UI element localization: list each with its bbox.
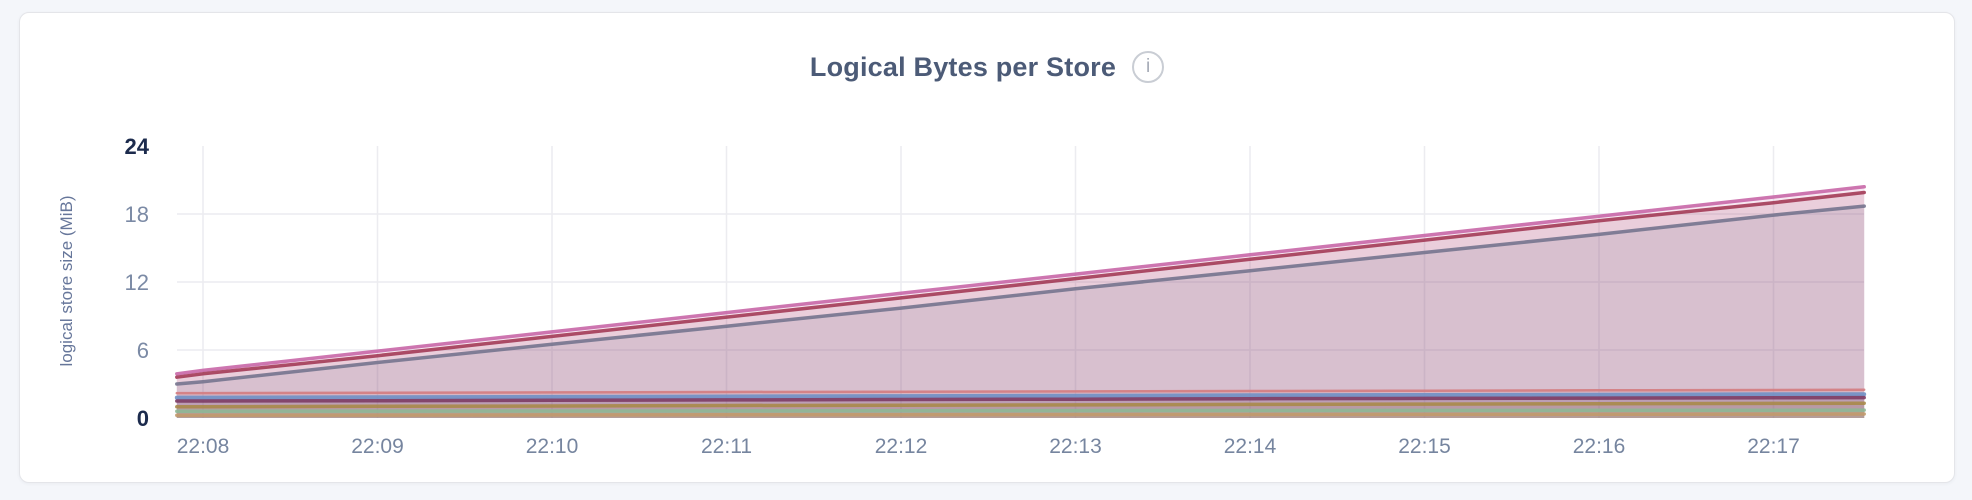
line-store-6 bbox=[175, 395, 1866, 403]
chart-title: Logical Bytes per Store bbox=[809, 51, 1117, 82]
line-store-1 bbox=[175, 185, 1866, 376]
info-icon-glyph: i bbox=[1145, 56, 1151, 77]
x-tick-label: 22:17 bbox=[1747, 435, 1800, 458]
x-tick-label: 22:10 bbox=[526, 435, 579, 458]
x-tick-label: 22:08 bbox=[177, 435, 230, 458]
x-tick-label: 22:13 bbox=[1049, 435, 1102, 458]
x-tick-label: 22:12 bbox=[875, 435, 928, 458]
line-store-4 bbox=[175, 388, 1866, 395]
metric-chart-card: Logical Bytes per Store i logical store … bbox=[19, 12, 1955, 483]
area-store-2 bbox=[176, 192, 1865, 418]
line-store-5 bbox=[174, 392, 1867, 400]
x-axis-ticks: 22:08 22:09 22:10 22:11 22:12 22:13 22:14 22:15… bbox=[177, 435, 1800, 458]
x-tick-label: 22:09 bbox=[351, 435, 404, 458]
line-store-7 bbox=[175, 401, 1866, 409]
area-store-1 bbox=[176, 186, 1865, 418]
y-tick-label: 24 bbox=[125, 134, 150, 159]
x-tick-label: 22:16 bbox=[1573, 435, 1626, 458]
y-tick-label: 18 bbox=[125, 202, 149, 227]
series-group bbox=[174, 185, 1867, 418]
y-tick-label: 12 bbox=[125, 270, 149, 295]
x-tick-label: 22:11 bbox=[701, 435, 752, 458]
line-store-8 bbox=[175, 408, 1866, 413]
gridlines bbox=[177, 146, 1864, 418]
area-store-3 bbox=[176, 206, 1865, 418]
y-tick-label: 6 bbox=[137, 338, 149, 363]
chart-plot-area: 0 6 12 18 24 22:08 22:09 22:10 22:11 22:12 22:13 22… bbox=[31, 101, 1931, 481]
info-icon[interactable]: i bbox=[1132, 51, 1165, 83]
x-tick-label: 22:15 bbox=[1398, 435, 1451, 458]
chart-header: Logical Bytes per Store i bbox=[20, 51, 1954, 83]
x-tick-label: 22:14 bbox=[1224, 435, 1277, 458]
line-store-2 bbox=[175, 190, 1866, 379]
line-store-3 bbox=[175, 204, 1866, 386]
line-store-9 bbox=[175, 412, 1866, 417]
y-axis-ticks: 0 6 12 18 24 bbox=[125, 134, 150, 431]
y-tick-label: 0 bbox=[137, 406, 149, 431]
